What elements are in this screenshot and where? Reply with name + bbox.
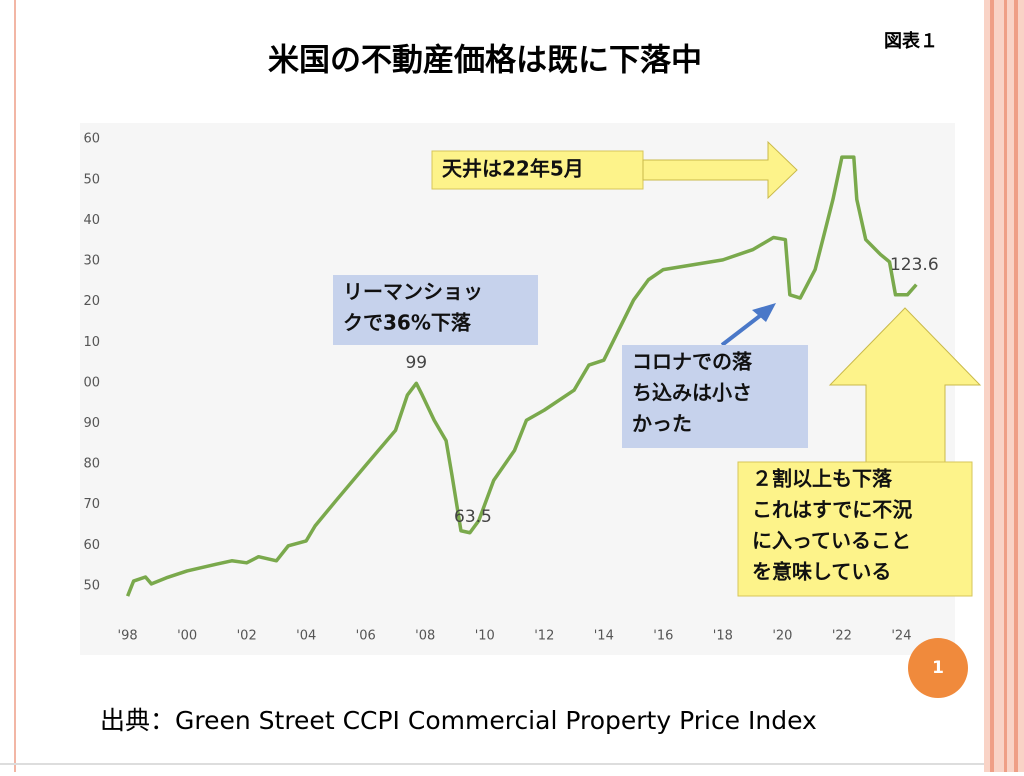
x-tick-label: '18 — [713, 629, 733, 644]
x-tick-label: '04 — [296, 629, 316, 644]
arrow — [720, 310, 767, 347]
y-tick-label: 10 — [83, 335, 100, 350]
callout-text: これはすでに不況 — [752, 498, 912, 522]
plot: 60 50 40 30 20 10 00 90 80 70 60 50 '98 '00 '02 '04 '06 '… — [83, 132, 938, 644]
y-tick-label: 60 — [83, 538, 100, 553]
y-tick-label: 30 — [83, 254, 100, 269]
x-tick-label: '02 — [237, 629, 257, 644]
right-stripe — [990, 0, 994, 772]
x-tick-label: '24 — [891, 629, 911, 644]
callout-text: かった — [632, 412, 692, 436]
x-tick-label: '10 — [475, 629, 495, 644]
slide-title: 米国の不動産価格は既に下落中 — [268, 43, 702, 79]
figure-label: 図表１ — [884, 30, 938, 52]
y-tick-label: 20 — [83, 294, 100, 309]
x-tick-label: '08 — [415, 629, 435, 644]
x-tick-label: '22 — [832, 629, 852, 644]
arrow — [642, 140, 798, 200]
y-tick-label: 40 — [83, 213, 100, 228]
callout-text: ２割以上も下落 — [752, 467, 893, 491]
callout-text: ち込みは小さ — [632, 381, 752, 405]
line — [125, 155, 918, 597]
x-tick-label: '12 — [534, 629, 554, 644]
y-tick-label: 50 — [83, 172, 100, 187]
x-tick-label: '20 — [772, 629, 792, 644]
right-stripe — [1004, 0, 1007, 772]
callout-text: 天井は22年5月 — [442, 157, 584, 181]
y-tick-label: 70 — [83, 497, 100, 512]
page-number: 1 — [932, 658, 944, 678]
callout-box — [431, 150, 644, 190]
x-tick-label: '00 — [177, 629, 197, 644]
y-tick-label: 90 — [83, 416, 100, 431]
point-label: 99 — [405, 353, 427, 373]
x-tick-label: '98 — [118, 629, 138, 644]
callout-text: リーマンショッ — [343, 280, 483, 304]
point-label: 63.5 — [454, 507, 492, 527]
callout-box — [737, 461, 973, 597]
x-tick-label: '06 — [356, 629, 376, 644]
callout-box — [333, 275, 538, 345]
callout-text: を意味している — [752, 560, 891, 584]
y-tick-label: 00 — [83, 375, 100, 390]
callout-text: に入っていること — [752, 529, 911, 553]
y-tick-label: 60 — [83, 132, 100, 147]
arrow-head — [752, 303, 776, 322]
right-stripe — [1014, 0, 1018, 772]
callout-text: コロナでの落 — [632, 350, 753, 374]
point-label: 123.6 — [890, 255, 939, 275]
source: 出典：Green Street CCPI Commercial Property… — [100, 706, 817, 735]
y-tick-label: 50 — [83, 578, 100, 593]
x-tick-label: '16 — [653, 629, 673, 644]
x-tick-label: '14 — [594, 629, 614, 644]
callout-box — [622, 345, 808, 448]
page-badge — [908, 638, 968, 698]
callout-text: クで36%下落 — [343, 311, 472, 335]
y-tick-label: 80 — [83, 457, 100, 472]
